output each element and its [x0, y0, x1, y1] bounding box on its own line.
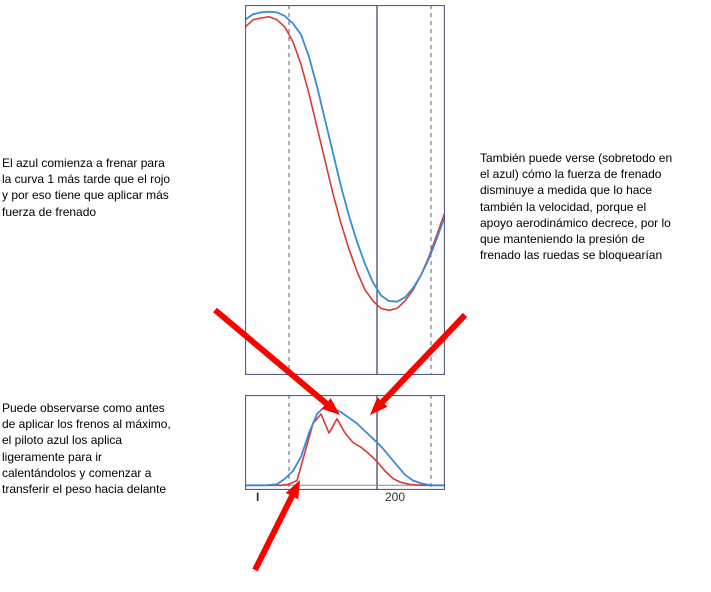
annotation-top-left: El azul comienza a frenar para la curva … [2, 155, 172, 220]
brake-chart [245, 395, 445, 490]
x-tick-I: I [256, 490, 259, 504]
page-root: { "annotations": { "top_left": { "text":… [0, 0, 711, 592]
annotation-bottom-left: Puede observarse como antes de aplicar l… [2, 400, 177, 497]
annotation-right: También puede verse (sobretodo en el azu… [480, 150, 680, 263]
speed-chart [245, 5, 445, 375]
x-tick-200: 200 [385, 490, 405, 504]
